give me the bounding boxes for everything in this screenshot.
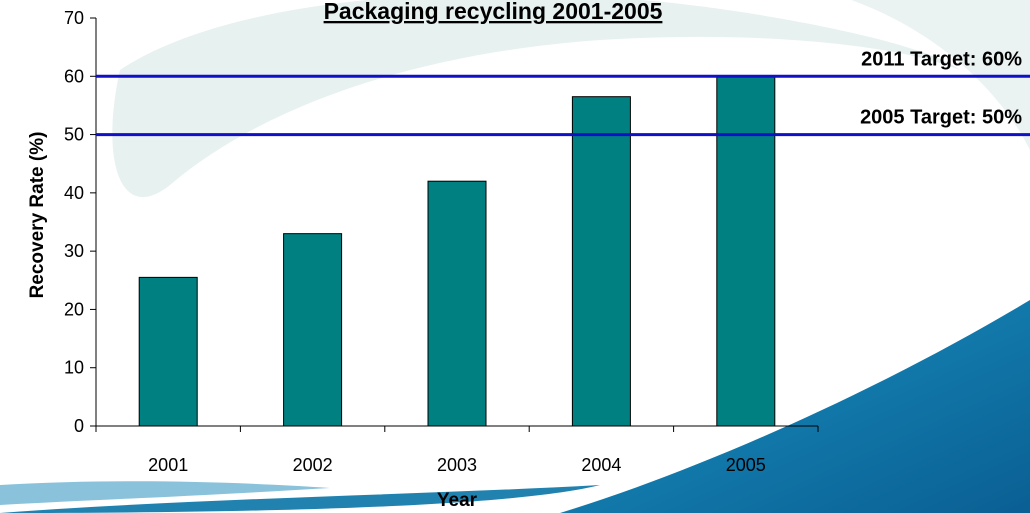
bar-2003	[427, 180, 487, 427]
y-tick-label: 70	[64, 8, 84, 28]
y-tick-label: 0	[74, 416, 84, 436]
y-tick-label: 30	[64, 241, 84, 261]
target-label-50: 2005 Target: 50%	[860, 107, 1022, 129]
bar-2004	[571, 96, 631, 427]
target-lines: 2011 Target: 60% 2005 Target: 50%	[96, 48, 1030, 137]
x-tick-label: 2004	[581, 455, 621, 475]
bar-2002	[283, 233, 343, 427]
x-tick-label: 2003	[437, 455, 477, 475]
x-axis-title: Year	[437, 490, 478, 511]
y-tick-label: 40	[64, 183, 84, 203]
y-tick-label: 60	[64, 66, 84, 86]
bar-2005	[716, 75, 776, 427]
target-label-60: 2011 Target: 60%	[861, 48, 1022, 70]
y-tick-label: 10	[64, 358, 84, 378]
bar-2001	[138, 276, 198, 427]
y-tick-label: 20	[64, 299, 84, 319]
bar-series	[138, 75, 776, 427]
y-axis: 0 10 20 30 40 50 60 70	[64, 8, 97, 436]
y-axis-title: Recovery Rate (%)	[27, 132, 48, 299]
chart-title: Packaging recycling 2001-2005	[324, 0, 663, 24]
x-tick-label: 2005	[726, 455, 766, 475]
x-tick-label: 2002	[293, 455, 333, 475]
y-tick-label: 50	[64, 125, 84, 145]
x-tick-label: 2001	[148, 455, 188, 475]
